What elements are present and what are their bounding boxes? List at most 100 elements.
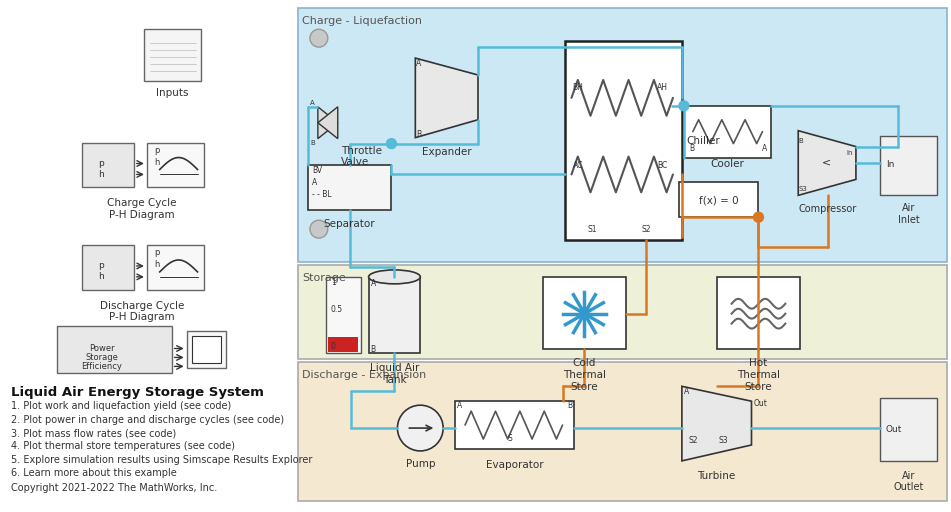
- Text: Chiller: Chiller: [687, 136, 721, 145]
- Text: p: p: [98, 262, 104, 270]
- Bar: [456, 401, 574, 449]
- Text: S2: S2: [641, 225, 650, 234]
- Text: A: A: [684, 387, 689, 396]
- Text: Compressor: Compressor: [799, 204, 857, 215]
- Text: Storage: Storage: [302, 273, 346, 283]
- Text: Hot
Thermal
Store: Hot Thermal Store: [737, 358, 780, 392]
- Text: Cooler: Cooler: [710, 159, 745, 168]
- Polygon shape: [318, 107, 338, 139]
- Text: Pump: Pump: [405, 459, 435, 469]
- Text: f(x) = 0: f(x) = 0: [699, 195, 739, 205]
- Bar: [880, 398, 938, 461]
- Text: 0.5: 0.5: [331, 305, 343, 314]
- Text: Storage: Storage: [86, 353, 119, 362]
- Bar: [191, 335, 222, 364]
- Text: In: In: [885, 160, 894, 169]
- Text: Expander: Expander: [422, 146, 472, 157]
- Circle shape: [310, 29, 328, 47]
- Bar: [146, 245, 204, 290]
- Bar: [326, 277, 360, 353]
- Ellipse shape: [369, 270, 420, 284]
- Text: A: A: [762, 143, 767, 153]
- Text: Charge - Liquefaction: Charge - Liquefaction: [302, 16, 422, 26]
- Text: Throttle
Valve: Throttle Valve: [340, 145, 381, 167]
- Text: Air
Outlet: Air Outlet: [893, 471, 923, 493]
- Text: Liquid Air Energy Storage System: Liquid Air Energy Storage System: [10, 386, 263, 399]
- Bar: [298, 362, 947, 501]
- Text: Efficiency: Efficiency: [82, 362, 123, 371]
- Text: B: B: [310, 140, 315, 145]
- Text: h: h: [154, 158, 159, 166]
- Text: S3: S3: [719, 437, 728, 445]
- Bar: [880, 136, 938, 196]
- Text: Charge Cycle
P-H Diagram: Charge Cycle P-H Diagram: [107, 198, 177, 220]
- Text: A: A: [312, 178, 317, 187]
- Text: Turbine: Turbine: [698, 471, 736, 481]
- Circle shape: [753, 212, 764, 222]
- Text: Out: Out: [753, 399, 767, 408]
- Text: S2: S2: [689, 437, 698, 445]
- Text: <: <: [822, 158, 831, 167]
- Text: Out: Out: [885, 424, 902, 434]
- Text: S: S: [508, 434, 513, 442]
- Text: In: In: [846, 150, 853, 156]
- Polygon shape: [318, 107, 338, 139]
- Text: h: h: [98, 170, 104, 179]
- Text: 0: 0: [331, 342, 336, 351]
- Bar: [543, 277, 626, 350]
- Bar: [82, 245, 134, 290]
- Text: B: B: [568, 401, 573, 410]
- Text: BC: BC: [658, 161, 668, 170]
- Text: AH: AH: [657, 83, 668, 93]
- Text: 6. Learn more about this example: 6. Learn more about this example: [10, 468, 176, 478]
- Text: A: A: [371, 280, 376, 288]
- Text: p: p: [98, 159, 104, 168]
- Circle shape: [679, 101, 689, 111]
- Text: Discharge - Expansion: Discharge - Expansion: [302, 370, 426, 380]
- Bar: [298, 265, 947, 359]
- Text: Evaporator: Evaporator: [486, 460, 544, 470]
- Bar: [684, 106, 771, 158]
- Bar: [308, 165, 392, 210]
- Text: h: h: [98, 272, 104, 282]
- Text: AC: AC: [573, 161, 583, 170]
- Text: B: B: [417, 130, 421, 139]
- Bar: [144, 29, 202, 81]
- Circle shape: [386, 139, 397, 148]
- Bar: [186, 331, 226, 369]
- Text: BV: BV: [312, 166, 322, 175]
- Text: S1: S1: [588, 225, 597, 234]
- Text: B: B: [798, 138, 803, 144]
- Bar: [565, 41, 682, 240]
- Text: Air
Inlet: Air Inlet: [898, 203, 920, 225]
- Bar: [717, 277, 800, 350]
- Polygon shape: [682, 386, 751, 461]
- Text: 1. Plot work and liquefaction yield (see code): 1. Plot work and liquefaction yield (see…: [10, 401, 231, 411]
- Text: A: A: [310, 100, 315, 106]
- Circle shape: [310, 220, 328, 238]
- Text: A: A: [417, 58, 421, 68]
- Text: Power: Power: [89, 344, 115, 353]
- Polygon shape: [798, 131, 856, 196]
- Bar: [369, 277, 420, 353]
- Text: Copyright 2021-2022 The MathWorks, Inc.: Copyright 2021-2022 The MathWorks, Inc.: [10, 483, 217, 493]
- Text: B: B: [689, 143, 694, 153]
- Polygon shape: [416, 58, 478, 138]
- Bar: [679, 182, 759, 217]
- Bar: [57, 326, 172, 373]
- Circle shape: [398, 405, 443, 451]
- Text: 5. Explore simulation results using Simscape Results Explorer: 5. Explore simulation results using Sims…: [10, 455, 312, 465]
- Text: h: h: [154, 260, 159, 269]
- Text: 3. Plot mass flow rates (see code): 3. Plot mass flow rates (see code): [10, 428, 176, 438]
- Text: A: A: [457, 401, 462, 410]
- Text: 2. Plot power in charge and discharge cycles (see code): 2. Plot power in charge and discharge cy…: [10, 415, 283, 424]
- Text: 4. Plot thermal store temperatures (see code): 4. Plot thermal store temperatures (see …: [10, 441, 235, 452]
- Bar: [82, 143, 134, 187]
- Bar: [328, 336, 358, 352]
- Text: B: B: [371, 345, 376, 354]
- Text: Cold
Thermal
Store: Cold Thermal Store: [563, 358, 606, 392]
- Bar: [298, 8, 947, 262]
- Text: Separator: Separator: [324, 219, 376, 229]
- Text: 1: 1: [331, 279, 336, 287]
- Text: - - BL: - - BL: [312, 190, 332, 199]
